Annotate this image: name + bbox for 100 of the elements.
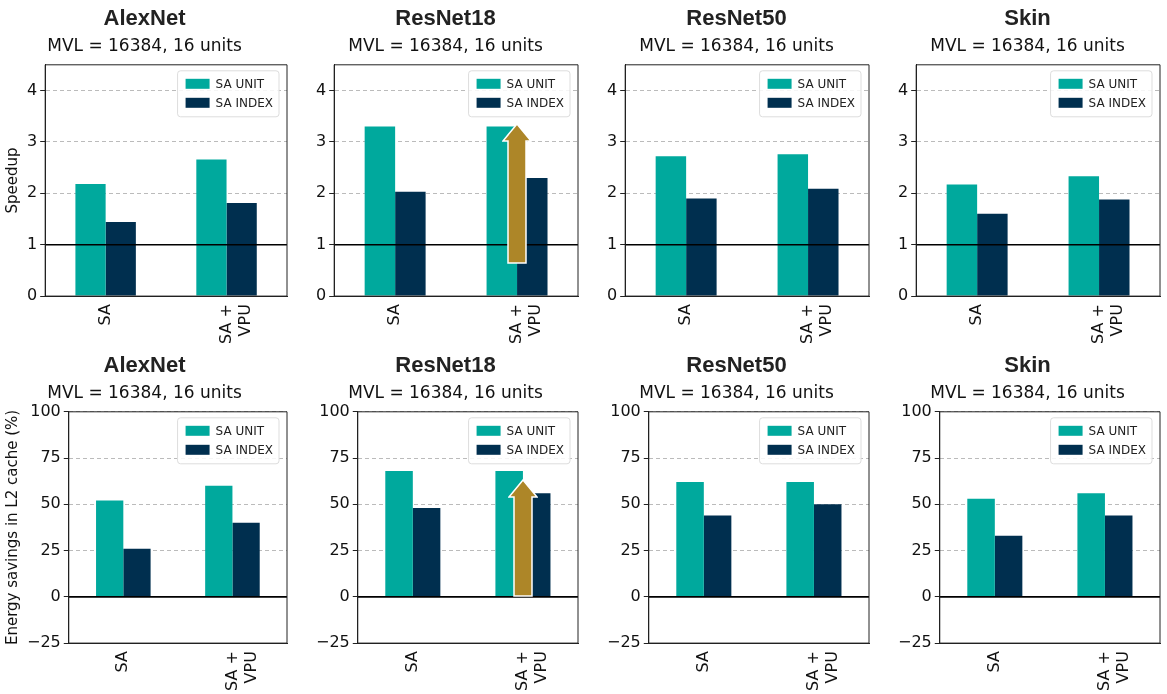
bar	[1104, 515, 1133, 597]
x-tick-label: SA + VPU	[1094, 651, 1133, 691]
y-tick-label: 75	[911, 447, 932, 467]
x-tick-label: SA + VPU	[797, 304, 836, 344]
chart-subtitle: MVL = 16384, 16 units	[639, 382, 834, 403]
bar	[385, 471, 413, 597]
bar	[977, 213, 1008, 296]
y-tick-label: 0	[606, 285, 618, 305]
y-tick-label: 3	[897, 131, 909, 151]
y-tick-label: 0	[897, 285, 909, 305]
legend-label: SA INDEX	[797, 442, 855, 457]
bar	[813, 504, 842, 597]
x-tick-label: SA	[384, 304, 404, 326]
y-tick-label: 75	[620, 447, 641, 467]
chart-title: ResNet18	[395, 5, 496, 31]
chart-subtitle: MVL = 16384, 16 units	[47, 382, 242, 403]
bar	[205, 485, 233, 597]
chart-title: ResNet50	[686, 352, 787, 378]
x-tick-label: SA	[675, 304, 695, 326]
bar	[196, 159, 227, 296]
y-tick-label: 2	[26, 182, 38, 202]
y-tick-label: 0	[921, 586, 932, 605]
y-tick-label: −25	[607, 632, 641, 652]
y-tick-label: 100	[30, 400, 61, 420]
y-tick-label: 2	[897, 182, 909, 202]
y-tick-label: −25	[27, 632, 61, 652]
y-tick-label: 4	[897, 79, 909, 99]
legend-label: SA INDEX	[1088, 95, 1146, 110]
y-tick-label: 50	[40, 493, 61, 513]
chart-title: AlexNet	[103, 352, 187, 378]
bar	[686, 198, 717, 296]
y-tick-label: 25	[329, 539, 350, 559]
legend-label: SA INDEX	[1088, 442, 1146, 457]
bar	[105, 222, 136, 296]
y-tick-label: 2	[606, 182, 618, 202]
y-tick-label: 0	[315, 285, 327, 305]
legend-label: SA INDEX	[506, 442, 564, 457]
y-tick-label: 0	[339, 586, 350, 605]
bar	[655, 156, 687, 296]
bar	[123, 548, 151, 597]
legend-label: SA INDEX	[215, 442, 273, 457]
y-tick-label: 50	[329, 493, 350, 513]
x-tick-label: SA	[966, 304, 986, 326]
x-tick-label: SA + VPU	[221, 651, 260, 691]
chart-subtitle: MVL = 16384, 16 units	[639, 35, 834, 56]
legend-label: SA UNIT	[1088, 423, 1138, 438]
bar	[1077, 493, 1105, 597]
chart-title: ResNet18	[395, 352, 496, 378]
bar	[703, 515, 732, 597]
x-tick-label: SA	[983, 651, 1003, 673]
legend-label: SA UNIT	[215, 76, 265, 91]
y-tick-label: 0	[26, 285, 38, 305]
legend-label: SA UNIT	[1088, 76, 1138, 91]
x-tick-label: SA + VPU	[512, 651, 551, 691]
x-tick-label: SA	[94, 304, 114, 326]
y-tick-label: 1	[897, 233, 909, 253]
x-tick-label: SA + VPU	[803, 651, 842, 691]
chart-title: ResNet50	[686, 5, 787, 31]
bar	[395, 191, 426, 296]
x-tick-label: SA + VPU	[215, 304, 254, 344]
legend-label: SA INDEX	[797, 95, 855, 110]
y-tick-label: 1	[315, 233, 327, 253]
y-tick-label: 100	[901, 400, 932, 420]
chart-subtitle: MVL = 16384, 16 units	[930, 35, 1125, 56]
x-tick-label: SA	[112, 651, 132, 673]
y-tick-label: 4	[606, 79, 618, 99]
bar	[96, 500, 124, 597]
legend-label: SA UNIT	[506, 423, 556, 438]
x-tick-label: SA	[401, 651, 421, 673]
legend-label: SA UNIT	[797, 423, 847, 438]
bar	[676, 482, 704, 597]
chart-subtitle: MVL = 16384, 16 units	[47, 35, 242, 56]
y-tick-label: 4	[26, 79, 38, 99]
y-tick-label: 1	[26, 233, 38, 253]
chart-title: Skin	[1004, 5, 1051, 31]
y-tick-label: 50	[620, 493, 641, 513]
legend-label: SA UNIT	[215, 423, 265, 438]
bar	[1099, 199, 1130, 296]
y-tick-label: 75	[40, 447, 61, 467]
legend-label: SA UNIT	[797, 76, 847, 91]
bar	[946, 184, 978, 296]
y-tick-label: 100	[610, 400, 641, 420]
bar	[786, 482, 814, 597]
y-tick-label: 2	[315, 182, 327, 202]
bar	[75, 184, 106, 296]
y-tick-label: 3	[606, 131, 618, 151]
bar	[232, 522, 260, 597]
chart-subtitle: MVL = 16384, 16 units	[348, 35, 543, 56]
y-tick-label: −25	[316, 632, 350, 652]
y-tick-label: −25	[898, 632, 932, 652]
chart-title: Skin	[1004, 352, 1051, 378]
bar	[994, 535, 1023, 597]
y-tick-label: 3	[315, 131, 327, 151]
y-tick-label: 25	[911, 539, 932, 559]
y-tick-label: 100	[319, 400, 350, 420]
bar	[412, 508, 441, 597]
y-axis-title: Speedup	[2, 147, 21, 214]
x-tick-label: SA + VPU	[1088, 304, 1127, 344]
bar	[226, 203, 257, 296]
y-tick-label: 75	[329, 447, 350, 467]
